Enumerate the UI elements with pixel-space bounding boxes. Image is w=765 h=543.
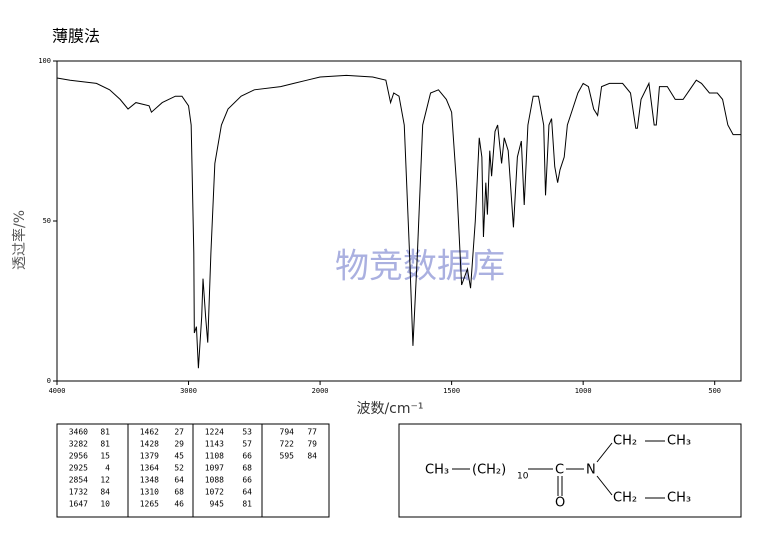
y-tick-label: 50 — [43, 217, 51, 225]
x-tick-label: 3000 — [180, 387, 197, 395]
table-wavenumber: 1108 — [205, 452, 224, 461]
y-tick-label: 100 — [38, 57, 51, 65]
table-transmittance: 64 — [174, 476, 184, 485]
atom: (CH₂) — [472, 463, 506, 478]
atom: CH₃ — [667, 434, 691, 449]
structure-frame — [398, 423, 742, 518]
chart-title: 薄膜法 — [52, 27, 100, 46]
table-transmittance: 66 — [242, 476, 252, 485]
spectrum-line — [56, 74, 741, 369]
x-axis-label: 波数/cm⁻¹ — [356, 401, 423, 417]
table-wavenumber: 2925 — [69, 464, 88, 473]
plot-frame — [56, 60, 742, 382]
y-tick-label: 0 — [47, 377, 51, 385]
table-transmittance: 57 — [242, 440, 252, 449]
table-wavenumber: 1143 — [205, 440, 224, 449]
table-wavenumber: 1379 — [140, 452, 159, 461]
table-wavenumber: 1647 — [69, 500, 88, 509]
atom: O — [555, 496, 565, 511]
table-wavenumber: 945 — [210, 500, 225, 509]
table-transmittance: 84 — [100, 488, 110, 497]
table-transmittance: 68 — [242, 464, 252, 473]
table-transmittance: 45 — [174, 452, 184, 461]
table-wavenumber: 2854 — [69, 476, 88, 485]
table-transmittance: 27 — [174, 428, 184, 437]
table-transmittance: 77 — [307, 428, 317, 437]
y-axis-label: 透过率/% — [11, 210, 28, 270]
x-tick-label: 1500 — [443, 387, 460, 395]
table-wavenumber: 1310 — [140, 488, 159, 497]
atom: N — [586, 463, 596, 478]
x-tick-label: 1000 — [575, 387, 592, 395]
table-wavenumber: 1348 — [140, 476, 159, 485]
table-transmittance: 81 — [242, 500, 252, 509]
x-tick-label: 4000 — [49, 387, 66, 395]
table-transmittance: 53 — [242, 428, 252, 437]
table-transmittance: 29 — [174, 440, 184, 449]
table-transmittance: 10 — [100, 500, 110, 509]
atom: CH₃ — [667, 491, 691, 506]
atom: CH₂ — [613, 491, 637, 506]
atom: CH₃ — [425, 463, 449, 478]
watermark: 物竞数据库 — [335, 247, 505, 287]
table-wavenumber: 3460 — [69, 428, 88, 437]
table-transmittance: 79 — [307, 440, 317, 449]
table-wavenumber: 722 — [280, 440, 295, 449]
table-wavenumber: 1265 — [140, 500, 159, 509]
table-transmittance: 15 — [100, 452, 110, 461]
table-transmittance: 12 — [100, 476, 110, 485]
table-wavenumber: 2956 — [69, 452, 88, 461]
table-wavenumber: 595 — [280, 452, 295, 461]
atom-subscript: 10 — [517, 472, 529, 482]
table-wavenumber: 3282 — [69, 440, 88, 449]
bonds — [452, 440, 665, 499]
table-wavenumber: 1462 — [140, 428, 159, 437]
table-transmittance: 68 — [174, 488, 184, 497]
table-wavenumber: 1072 — [205, 488, 224, 497]
table-wavenumber: 1364 — [140, 464, 159, 473]
atom: C — [555, 463, 564, 478]
table-transmittance: 81 — [100, 440, 110, 449]
table-transmittance: 84 — [307, 452, 317, 461]
table-wavenumber: 1428 — [140, 440, 159, 449]
table-transmittance: 66 — [242, 452, 252, 461]
table-wavenumber: 1224 — [205, 428, 224, 437]
table-wavenumber: 1097 — [205, 464, 224, 473]
table-transmittance: 46 — [174, 500, 184, 509]
table-transmittance: 4 — [105, 464, 110, 473]
atom: CH₂ — [613, 434, 637, 449]
table-wavenumber: 794 — [280, 428, 295, 437]
table-wavenumber: 1088 — [205, 476, 224, 485]
table-transmittance: 64 — [242, 488, 252, 497]
table-transmittance: 52 — [174, 464, 184, 473]
x-tick-label: 500 — [708, 387, 721, 395]
table-wavenumber: 1732 — [69, 488, 88, 497]
table-transmittance: 81 — [100, 428, 110, 437]
x-tick-label: 2000 — [312, 387, 329, 395]
